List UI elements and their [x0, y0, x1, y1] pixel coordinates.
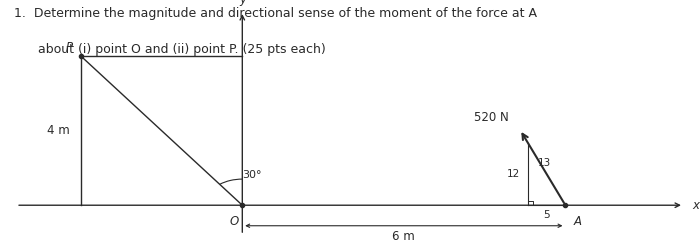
Text: P: P: [66, 41, 73, 54]
Text: about (i) point O and (ii) point P. (25 pts each): about (i) point O and (ii) point P. (25 …: [14, 42, 326, 56]
Text: 4 m: 4 m: [47, 124, 70, 137]
Text: O: O: [230, 214, 239, 228]
Text: 30°: 30°: [242, 170, 262, 180]
Text: 6 m: 6 m: [393, 230, 415, 243]
Text: A: A: [573, 214, 582, 228]
Text: 5: 5: [543, 210, 550, 220]
Text: 13: 13: [538, 158, 551, 168]
Text: 520 N: 520 N: [475, 111, 509, 124]
Text: 12: 12: [506, 169, 519, 179]
Text: y: y: [239, 0, 246, 6]
Text: 1.  Determine the magnitude and directional sense of the moment of the force at : 1. Determine the magnitude and direction…: [14, 8, 537, 20]
Text: x: x: [692, 199, 699, 212]
